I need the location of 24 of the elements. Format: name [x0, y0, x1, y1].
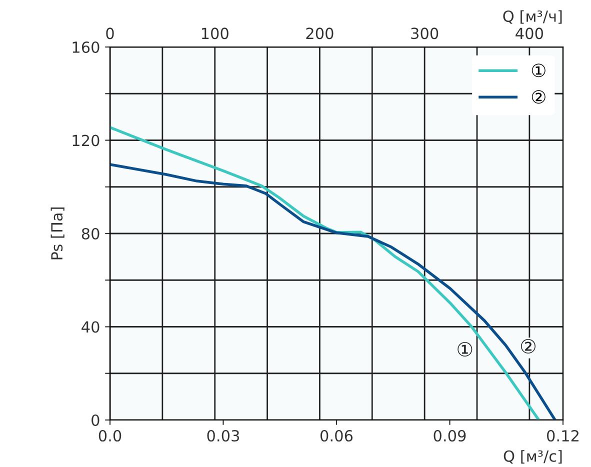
y-tick-label: 160 — [72, 41, 100, 54]
x-tick-label: 0.0 — [98, 430, 122, 442]
annotation: ② — [520, 338, 536, 354]
annotation: ① — [458, 342, 472, 357]
x2-tick-label: 300 — [411, 28, 438, 40]
x-tick-label: 0.06 — [320, 430, 353, 442]
x2-tick-label: 100 — [202, 28, 228, 40]
y-tick-label: 40 — [82, 321, 100, 333]
x2-axis-title: Q [м³/ч] — [503, 10, 562, 24]
line-series — [110, 126, 540, 420]
y-tick-label: 80 — [82, 228, 100, 240]
x2-tick-label: 400 — [516, 28, 544, 40]
x-tick-label: 0.09 — [434, 430, 466, 442]
x2-tick-label: 200 — [306, 28, 334, 40]
legend-label: ① — [532, 64, 546, 78]
x-tick-label: 0.12 — [547, 430, 578, 442]
x-tick-label: 0.03 — [207, 430, 240, 442]
x-axis-title: Q [м³/с] — [504, 450, 562, 464]
y-tick-label: 120 — [72, 134, 100, 146]
y-axis-title: Ps [Па] — [50, 208, 64, 260]
x2-tick-label: 0 — [106, 28, 114, 40]
line-series — [110, 163, 556, 420]
legend-label: ② — [532, 90, 546, 104]
y-tick-label: 0 — [92, 414, 100, 426]
